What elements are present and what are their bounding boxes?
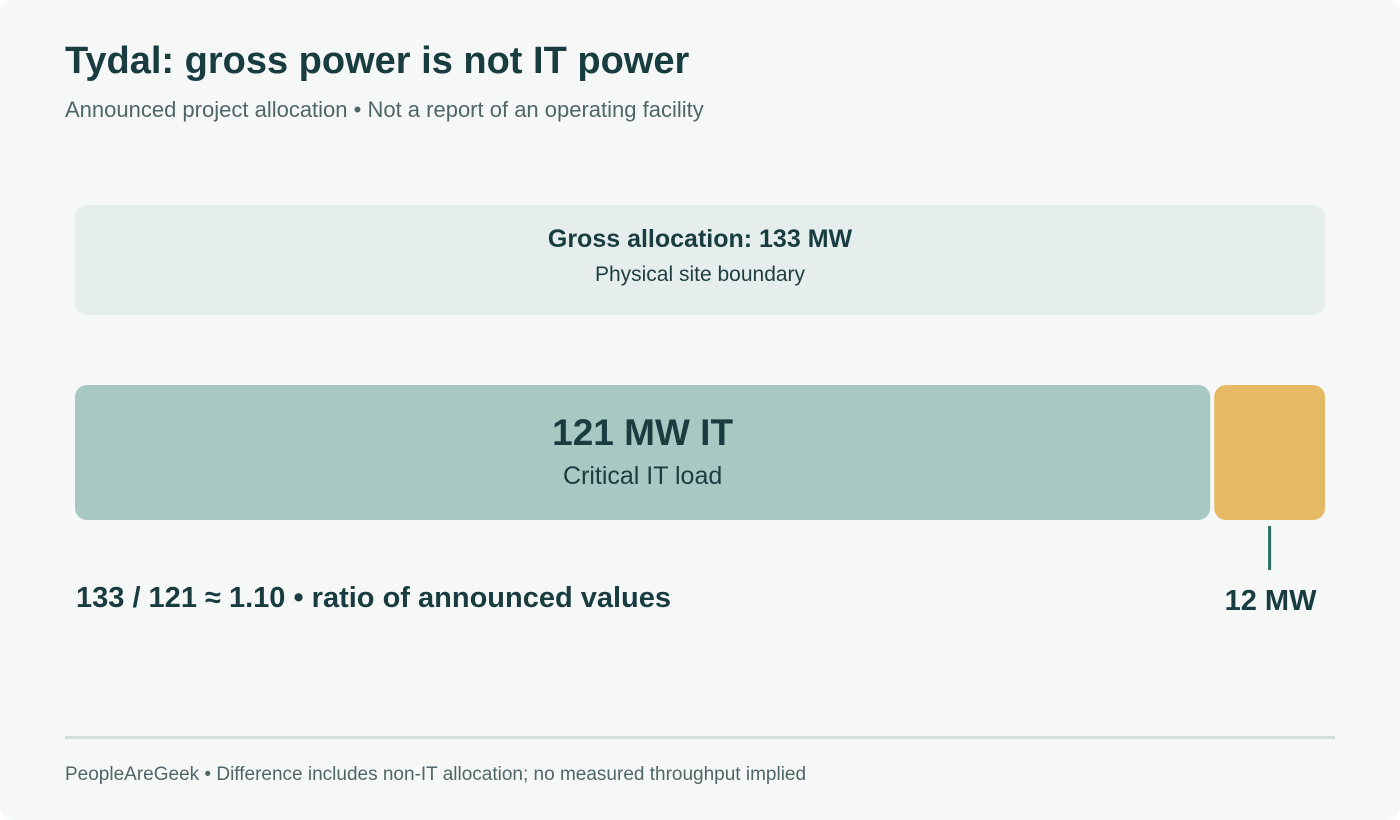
chart-subtitle: Announced project allocation • Not a rep… xyxy=(65,97,704,122)
chart-title: Tydal: gross power is not IT power xyxy=(65,40,690,82)
gross-allocation-sublabel: Physical site boundary xyxy=(594,263,806,286)
gross-allocation-box: Gross allocation: 133 MW Physical site b… xyxy=(75,205,1325,315)
footer-note: PeopleAreGeek • Difference includes non-… xyxy=(65,764,807,785)
ratio-annotation: 133 / 121 ≈ 1.10 • ratio of announced va… xyxy=(76,582,672,614)
footer-divider xyxy=(65,736,1335,739)
it-load-bar xyxy=(75,385,1211,520)
non-it-value-label: 12 MW xyxy=(1225,585,1317,617)
it-load-value-label: 121 MW IT xyxy=(552,412,733,453)
non-it-bar xyxy=(1214,385,1325,520)
it-load-sublabel: Critical IT load xyxy=(563,462,722,490)
gross-allocation-label: Gross allocation: 133 MW xyxy=(547,225,853,253)
